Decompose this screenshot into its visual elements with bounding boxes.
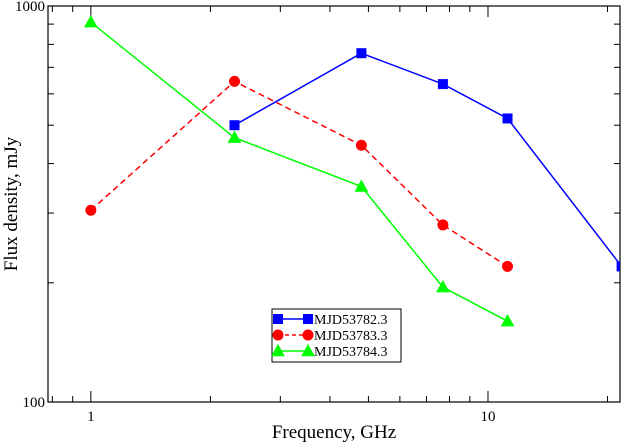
data-point (355, 139, 367, 151)
x-axis-label: Frequency, GHz (272, 422, 396, 443)
series-MJD53784.3 (83, 15, 515, 327)
data-point (354, 179, 369, 192)
data-point (437, 79, 448, 90)
data-point (500, 314, 515, 327)
y-tick-label: 100 (23, 395, 46, 411)
axis-ticks (48, 5, 620, 403)
legend-label: MJD53784.3 (314, 345, 388, 360)
legend-marker (303, 314, 313, 324)
data-point (616, 261, 620, 272)
data-point (85, 204, 97, 216)
legend-marker (301, 343, 315, 357)
data-point (502, 113, 513, 124)
plot-frame (47, 5, 621, 403)
x-tick-label: 1 (87, 409, 95, 425)
data-point (436, 279, 450, 293)
series-MJD53783.3 (85, 75, 514, 272)
legend-label: MJD53782.3 (314, 313, 388, 328)
legend-marker (271, 343, 285, 357)
data-point (229, 75, 241, 87)
y-axis-label: Flux density, mJy (1, 136, 22, 271)
tick-labels: 1 10 100 1000 (15, 0, 495, 425)
data-series (83, 15, 620, 327)
x-tick-label: 10 (480, 409, 495, 425)
data-point (502, 260, 514, 272)
plot-area-border (47, 5, 621, 403)
legend-marker (302, 329, 314, 341)
data-point (83, 15, 98, 28)
legend-label: MJD53783.3 (314, 329, 388, 344)
legend-marker (273, 314, 283, 324)
data-point (229, 120, 240, 131)
data-point (356, 48, 367, 59)
data-point (437, 219, 449, 231)
legend-marker (272, 329, 284, 341)
y-tick-label: 1000 (15, 0, 45, 15)
series-MJD53782.3 (229, 48, 620, 272)
data-point (227, 130, 242, 143)
